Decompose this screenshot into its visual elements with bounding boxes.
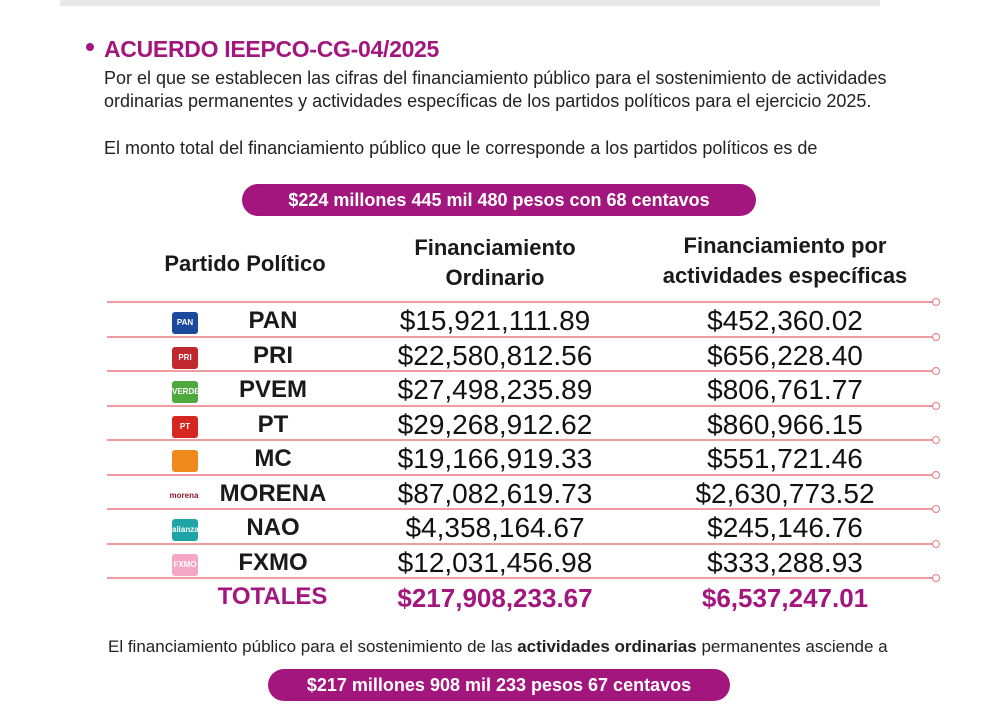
party-logo-icon: VERDE	[172, 381, 198, 403]
row-divider	[107, 542, 935, 545]
table-row: morena MORENA $87,082,619.73 $2,630,773.52	[0, 478, 995, 512]
ordinary-amount: $15,921,111.89	[399, 305, 591, 336]
specific-amount: $860,966.15	[707, 408, 863, 440]
party-logo-icon: morena	[169, 490, 199, 500]
party-logo-icon	[172, 450, 198, 472]
party-logo-icon: PT	[172, 415, 198, 438]
party-name: PRI	[252, 341, 293, 369]
table-row: PRI PRI $22,580,812.56 $656,228.40	[0, 340, 995, 374]
party-name: PT	[257, 410, 289, 438]
party-name: PVEM	[238, 376, 307, 403]
header-ordinary-line1: Financiamiento	[414, 235, 576, 260]
totals-specific: $6,537,247.01	[701, 583, 869, 613]
ordinary-amount-pill: $217 millones 908 mil 233 pesos 67 centa…	[268, 669, 730, 701]
specific-amount: $245,146.76	[707, 512, 863, 543]
specific-amount: $333,288.93	[707, 546, 863, 578]
divider-end-dot	[932, 436, 940, 444]
header-specific-line1: Financiamiento por	[683, 233, 887, 258]
ordinary-amount: $19,166,919.33	[397, 443, 593, 474]
header-specific: Financiamiento por actividades específic…	[640, 231, 930, 291]
bullet-dot	[86, 43, 94, 51]
ordinary-amount: $4,358,164.67	[405, 512, 585, 543]
party-name: NAO	[246, 514, 300, 541]
party-logo-icon: alianza	[172, 519, 198, 541]
specific-amount: $2,630,773.52	[695, 477, 875, 509]
row-divider	[107, 370, 935, 372]
row-divider	[107, 404, 935, 407]
divider-end-dot	[932, 401, 940, 410]
intro-text: El monto total del financiamiento públic…	[104, 138, 818, 158]
footer-text: El financiamiento público para el sosten…	[108, 637, 888, 657]
table-row: PAN PAN $15,921,111.89 $452,360.02	[0, 305, 995, 339]
divider-end-dot	[932, 332, 940, 341]
divider-end-dot	[932, 470, 940, 479]
party-logo-icon: PRI	[172, 346, 198, 369]
row-divider	[107, 301, 935, 303]
party-logo-icon: FXMO	[172, 553, 198, 576]
ordinary-amount: $29,268,912.62	[397, 408, 593, 440]
divider-end-dot	[932, 505, 940, 513]
divider-end-dot	[932, 367, 940, 375]
party-logo-icon: PAN	[172, 312, 198, 334]
header-ordinary-line2: Ordinario	[445, 265, 545, 290]
ordinary-amount: $87,082,619.73	[397, 477, 593, 509]
totals-row: TOTALES $217,908,233.67 $6,537,247.01	[0, 581, 995, 615]
totals-label: TOTALES	[217, 583, 328, 610]
divider-end-dot	[932, 539, 940, 548]
ordinary-amount: $27,498,235.89	[397, 374, 593, 405]
totals-ordinary: $217,908,233.67	[397, 583, 593, 613]
row-divider	[107, 439, 935, 441]
divider-end-dot	[932, 298, 940, 306]
party-name: FXMO	[238, 548, 308, 576]
header-party: Partido Político	[164, 251, 326, 276]
specific-amount: $452,360.02	[707, 305, 863, 336]
specific-amount: $656,228.40	[707, 339, 863, 371]
table-row: VERDE PVEM $27,498,235.89 $806,761.77	[0, 374, 995, 408]
row-divider	[107, 473, 935, 476]
specific-amount: $551,721.46	[707, 443, 863, 474]
ordinary-amount: $12,031,456.98	[397, 546, 593, 578]
header-ordinary: Financiamiento Ordinario	[390, 233, 600, 293]
specific-amount: $806,761.77	[707, 374, 863, 405]
row-divider	[107, 335, 935, 338]
row-divider	[107, 508, 935, 510]
table-row: FXMO FXMO $12,031,456.98 $333,288.93	[0, 547, 995, 581]
top-banner-strip	[60, 0, 880, 6]
agreement-description: Por el que se establecen las cifras del …	[104, 68, 887, 111]
header-specific-line2: actividades específicas	[662, 263, 908, 288]
divider-end-dot	[932, 574, 940, 582]
table-row: PT PT $29,268,912.62 $860,966.15	[0, 409, 995, 443]
party-name: PAN	[248, 307, 298, 334]
footer-text-after: permanentes asciende a	[696, 637, 888, 656]
page-title: ACUERDO IEEPCO-CG-04/2025	[104, 36, 440, 62]
party-name: MC	[254, 445, 292, 472]
footer-text-before: El financiamiento público para el sosten…	[108, 637, 518, 656]
party-name: MORENA	[219, 479, 327, 507]
row-divider	[107, 577, 935, 579]
footer-text-bold: actividades ordinarias	[517, 637, 697, 656]
ordinary-amount: $22,580,812.56	[397, 339, 593, 371]
table-row: alianza NAO $4,358,164.67 $245,146.76	[0, 512, 995, 546]
total-amount-pill: $224 millones 445 mil 480 pesos con 68 c…	[242, 184, 756, 216]
table-row: MC $19,166,919.33 $551,721.46	[0, 443, 995, 477]
